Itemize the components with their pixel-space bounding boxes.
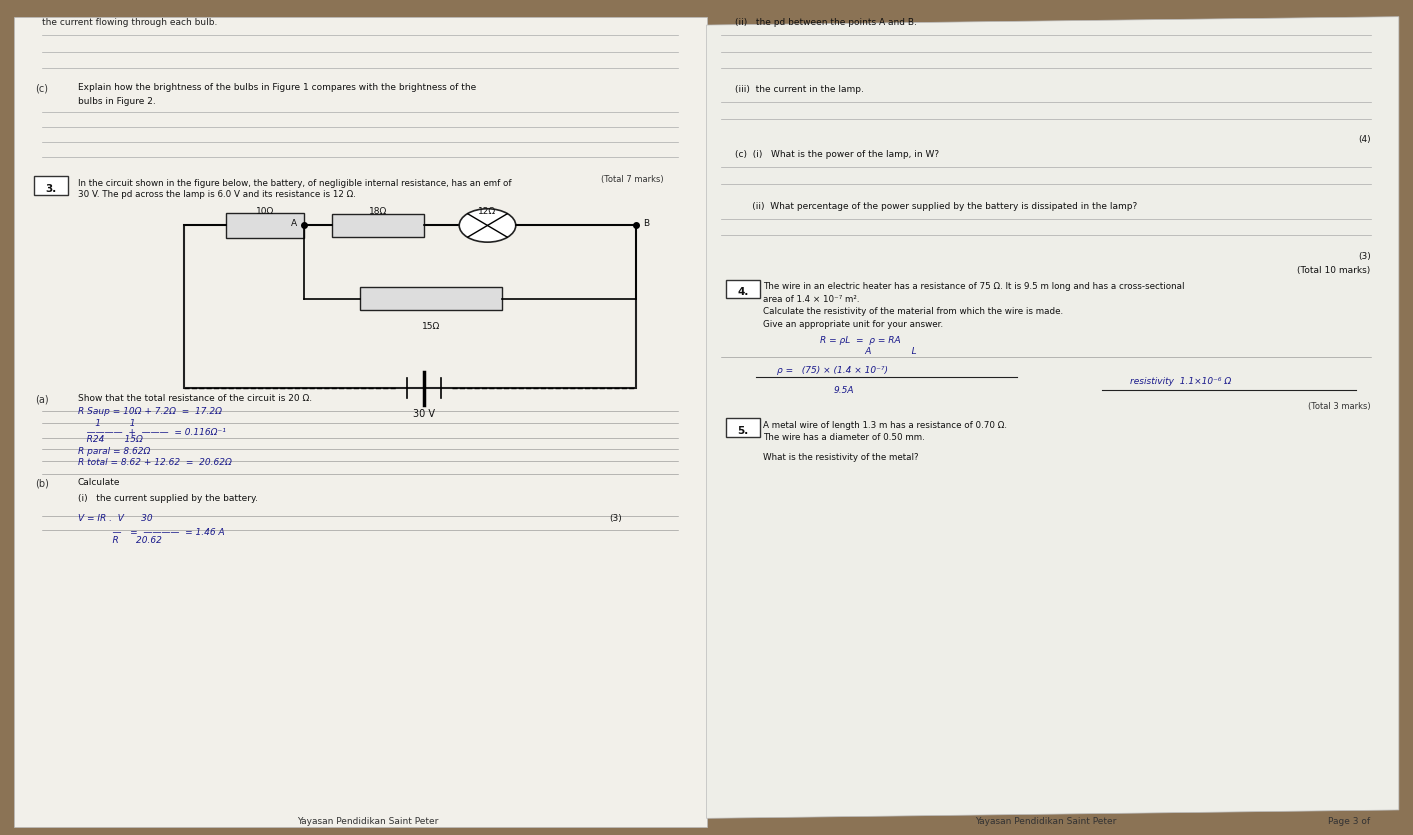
Text: In the circuit shown in the figure below, the battery, of negligible internal re: In the circuit shown in the figure below… (78, 179, 512, 188)
Text: 9.5A: 9.5A (834, 386, 855, 395)
Text: 30 V: 30 V (413, 409, 435, 419)
Text: (a): (a) (35, 394, 49, 404)
Text: R Saup = 10Ω + 7.2Ω  =  17.2Ω: R Saup = 10Ω + 7.2Ω = 17.2Ω (78, 407, 222, 417)
Text: 4.: 4. (738, 287, 749, 297)
Text: 3.: 3. (45, 184, 57, 194)
Text: (b): (b) (35, 478, 49, 488)
Text: 18Ω: 18Ω (369, 207, 387, 216)
Text: resistivity  1.1×10⁻⁶ Ω: resistivity 1.1×10⁻⁶ Ω (1130, 377, 1232, 387)
Text: The wire has a diameter of 0.50 mm.: The wire has a diameter of 0.50 mm. (763, 433, 924, 443)
Text: 1          1: 1 1 (78, 419, 136, 428)
Bar (184, 225, 636, 388)
Text: 15Ω: 15Ω (422, 322, 439, 331)
Text: Calculate: Calculate (78, 478, 120, 488)
Text: 30 V. The pd across the lamp is 6.0 V and its resistance is 12 Ω.: 30 V. The pd across the lamp is 6.0 V an… (78, 190, 356, 200)
Bar (360, 287, 502, 311)
Text: (ii)  What percentage of the power supplied by the battery is dissipated in the : (ii) What percentage of the power suppli… (735, 202, 1137, 211)
Text: What is the resistivity of the metal?: What is the resistivity of the metal? (763, 453, 918, 462)
Text: 5.: 5. (738, 426, 749, 436)
Text: bulbs in Figure 2.: bulbs in Figure 2. (78, 97, 155, 106)
Text: The wire in an electric heater has a resistance of 75 Ω. It is 9.5 m long and ha: The wire in an electric heater has a res… (763, 282, 1184, 291)
Text: R      20.62: R 20.62 (78, 536, 161, 545)
Bar (332, 214, 424, 237)
Text: (3): (3) (609, 514, 622, 523)
Text: Calculate the resistivity of the material from which the wire is made.: Calculate the resistivity of the materia… (763, 307, 1063, 316)
Text: V = IR .  V      30: V = IR . V 30 (78, 514, 153, 523)
Text: (c)  (i)   What is the power of the lamp, in W?: (c) (i) What is the power of the lamp, i… (735, 150, 938, 159)
Text: A              L: A L (848, 347, 917, 356)
Text: R24       15Ω: R24 15Ω (78, 435, 143, 444)
Text: R paral = 8.62Ω: R paral = 8.62Ω (78, 447, 150, 456)
Text: A metal wire of length 1.3 m has a resistance of 0.70 Ω.: A metal wire of length 1.3 m has a resis… (763, 421, 1007, 430)
Text: (Total 10 marks): (Total 10 marks) (1297, 266, 1371, 275)
Text: A: A (291, 219, 297, 228)
FancyBboxPatch shape (34, 176, 68, 195)
Text: Yayasan Pendidikan Saint Peter: Yayasan Pendidikan Saint Peter (297, 817, 438, 826)
Text: (i)   the current supplied by the battery.: (i) the current supplied by the battery. (78, 494, 257, 504)
Text: area of 1.4 × 10⁻⁷ m².: area of 1.4 × 10⁻⁷ m². (763, 295, 859, 304)
Text: —   =  ————  = 1.46 A: — = ———— = 1.46 A (78, 528, 225, 537)
Text: (3): (3) (1358, 252, 1371, 261)
Text: (c): (c) (35, 84, 48, 94)
Text: Show that the total resistance of the circuit is 20 Ω.: Show that the total resistance of the ci… (78, 394, 312, 403)
Text: 10Ω: 10Ω (256, 207, 274, 216)
Text: ————  +  ———  = 0.116Ω⁻¹: ———— + ——— = 0.116Ω⁻¹ (78, 428, 226, 438)
Text: (Total 3 marks): (Total 3 marks) (1308, 402, 1371, 412)
Text: (Total 7 marks): (Total 7 marks) (602, 175, 664, 185)
FancyBboxPatch shape (726, 280, 760, 298)
Circle shape (459, 209, 516, 242)
Polygon shape (706, 17, 1399, 818)
Text: (4): (4) (1358, 135, 1371, 144)
Text: B: B (643, 219, 649, 228)
Polygon shape (14, 17, 706, 827)
Text: R total = 8.62 + 12.62  =  20.62Ω: R total = 8.62 + 12.62 = 20.62Ω (78, 458, 232, 468)
Text: ρ =   (75) × (1.4 × 10⁻⁷): ρ = (75) × (1.4 × 10⁻⁷) (777, 366, 889, 375)
Bar (226, 213, 304, 238)
Text: 12Ω: 12Ω (479, 207, 496, 216)
Text: R = ρL  =  ρ = RA: R = ρL = ρ = RA (820, 336, 900, 345)
Text: (ii)   the pd between the points A and B.: (ii) the pd between the points A and B. (735, 18, 917, 28)
FancyBboxPatch shape (726, 418, 760, 437)
Text: Yayasan Pendidikan Saint Peter: Yayasan Pendidikan Saint Peter (975, 817, 1116, 826)
Text: Explain how the brightness of the bulbs in Figure 1 compares with the brightness: Explain how the brightness of the bulbs … (78, 84, 476, 93)
Text: Give an appropriate unit for your answer.: Give an appropriate unit for your answer… (763, 320, 942, 329)
Text: the current flowing through each bulb.: the current flowing through each bulb. (42, 18, 218, 28)
Text: Page 3 of: Page 3 of (1328, 817, 1371, 826)
Text: (iii)  the current in the lamp.: (iii) the current in the lamp. (735, 85, 863, 94)
